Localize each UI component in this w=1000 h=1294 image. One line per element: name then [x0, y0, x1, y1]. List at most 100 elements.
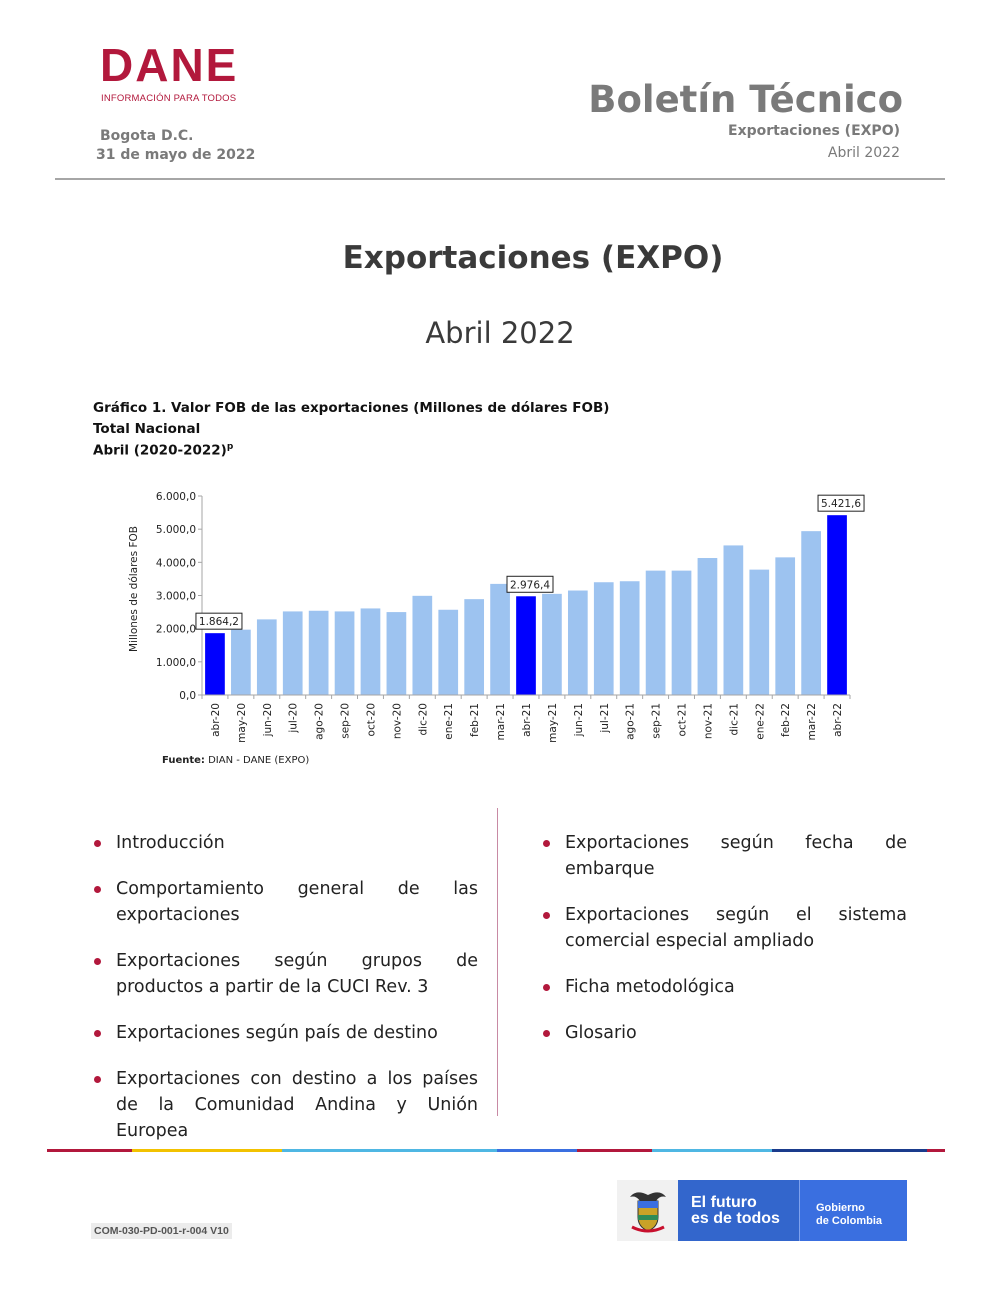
x-tick-label: jul-20 [288, 703, 300, 734]
x-tick-label: oct-20 [365, 703, 377, 736]
bar [438, 609, 459, 695]
data-label: 1.864,2 [199, 616, 239, 628]
x-tick-label: mar-22 [806, 703, 818, 740]
exports-bar-chart: 0,0 1.000,0 2.000,0 3.000,0 4.000,0 5.000,0 6.… [128, 491, 865, 743]
toc-item-label: Introducción [116, 833, 225, 853]
bullet-icon [543, 840, 550, 847]
toc-divider [497, 808, 498, 1116]
bullet-icon [543, 984, 550, 991]
bullet-icon [94, 1076, 101, 1083]
bar [386, 612, 407, 695]
toc-item[interactable]: Exportaciones según el sistema comercial… [543, 902, 907, 954]
x-tick-label: may-21 [547, 703, 559, 743]
x-tick-label: dic-20 [417, 703, 429, 736]
motto-line-1: El futuro [691, 1194, 757, 1211]
x-tick-label: may-20 [236, 703, 248, 743]
x-tick-label: abr-21 [521, 703, 533, 737]
bar [464, 599, 485, 695]
bullet-icon [543, 1030, 550, 1037]
bulletin-subject: Exportaciones (EXPO) [728, 123, 900, 139]
y-tick-label: 0,0 [179, 690, 196, 702]
toc-item-label: Exportaciones según grupos de productos … [116, 951, 478, 997]
toc-item-label: Exportaciones según fecha de embarque [565, 833, 907, 879]
footer-rule-segment [772, 1149, 927, 1152]
bullet-icon [94, 840, 101, 847]
x-tick-label: abr-20 [210, 703, 222, 737]
bar [697, 558, 718, 695]
y-tick-label: 6.000,0 [156, 491, 196, 503]
publication-date: 31 de mayo de 2022 [96, 147, 256, 163]
x-tick-label: nov-21 [702, 703, 714, 739]
dane-logo: DANE [100, 39, 239, 91]
x-tick-label: abr-22 [832, 703, 844, 737]
document-code: COM-030-PD-001-r-004 V10 [91, 1223, 232, 1239]
bar [308, 610, 329, 695]
toc-item-label: Comportamiento general de las exportacio… [116, 879, 478, 925]
x-tick-label: dic-21 [728, 703, 740, 736]
toc-left-column: Introducción Comportamiento general de l… [94, 830, 478, 1164]
header-divider [55, 178, 945, 180]
data-label-box [817, 494, 865, 512]
source-text: DIAN - DANE (EXPO) [208, 755, 310, 766]
y-tick-label: 3.000,0 [156, 591, 196, 603]
toc-item[interactable]: Introducción [94, 830, 478, 856]
gov-name-line-2: de Colombia [816, 1215, 883, 1227]
toc-item[interactable]: Comportamiento general de las exportacio… [94, 876, 478, 928]
bullet-icon [94, 1030, 101, 1037]
bar-series [205, 515, 847, 695]
gov-name-line-1: Gobierno [816, 1202, 865, 1214]
toc-item[interactable]: Exportaciones según fecha de embarque [543, 830, 907, 882]
y-tick-label: 1.000,0 [156, 657, 196, 669]
bar [360, 608, 381, 695]
bulletin-period: Abril 2022 [827, 145, 900, 161]
toc-item[interactable]: Exportaciones según grupos de productos … [94, 948, 478, 1000]
x-tick-label: feb-21 [469, 703, 481, 737]
footer-color-rule [47, 1149, 945, 1152]
source-label: Fuente: [162, 755, 205, 766]
toc-item[interactable]: Glosario [543, 1020, 907, 1046]
page-subtitle: Abril 2022 [425, 316, 575, 350]
x-tick-label: oct-21 [677, 703, 689, 736]
government-name: Gobierno de Colombia [799, 1180, 907, 1241]
toc-item-label: Ficha metodológica [565, 977, 735, 997]
bullet-icon [543, 912, 550, 919]
bar [801, 531, 821, 695]
figure-scope: Total Nacional [93, 421, 201, 437]
y-axis: 0,0 1.000,0 2.000,0 3.000,0 4.000,0 5.000,0 6.… [156, 491, 203, 702]
bar [282, 611, 303, 695]
government-banner: El futuro es de todos Gobierno de Colomb… [617, 1180, 907, 1241]
footer-rule-segment [652, 1149, 772, 1152]
footer-rule-segment [47, 1149, 132, 1152]
footer-rule-segment [497, 1149, 577, 1152]
x-tick-label: nov-20 [391, 703, 403, 739]
toc-item-label: Exportaciones según el sistema comercial… [565, 905, 907, 951]
figure-source: Fuente: DIAN - DANE (EXPO) [162, 755, 309, 766]
x-tick-label: jun-20 [262, 703, 274, 737]
toc-item-label: Glosario [565, 1023, 637, 1043]
toc-item[interactable]: Exportaciones con destino a los países d… [94, 1066, 478, 1144]
bar [205, 633, 225, 695]
footer-rule-segment [927, 1149, 945, 1152]
data-label: 2.976,4 [510, 579, 550, 591]
bar [645, 570, 666, 695]
figure-range-superscript: p [226, 442, 234, 452]
toc-item-label: Exportaciones con destino a los países d… [116, 1069, 478, 1141]
toc-item[interactable]: Ficha metodológica [543, 974, 907, 1000]
figure-title: Gráfico 1. Valor FOB de las exportacione… [93, 400, 610, 416]
bar [593, 582, 614, 695]
bar [334, 611, 355, 695]
bar [542, 593, 562, 695]
data-labels: 1.864,2 2.976,4 5.421,6 [195, 494, 865, 630]
bar [567, 590, 588, 695]
x-tick-label: jun-21 [573, 703, 585, 737]
bulletin-title: Boletín Técnico [588, 78, 903, 121]
toc-item[interactable]: Exportaciones según país de destino [94, 1020, 478, 1046]
bar [723, 545, 744, 695]
bullet-icon [94, 958, 101, 965]
y-axis-label: Millones de dólares FOB [128, 526, 140, 652]
bar [827, 515, 847, 695]
dane-logo-tagline: INFORMACIÓN PARA TODOS [101, 93, 237, 104]
x-tick-label: mar-21 [495, 703, 507, 740]
bar [775, 557, 796, 695]
bar [516, 596, 536, 695]
